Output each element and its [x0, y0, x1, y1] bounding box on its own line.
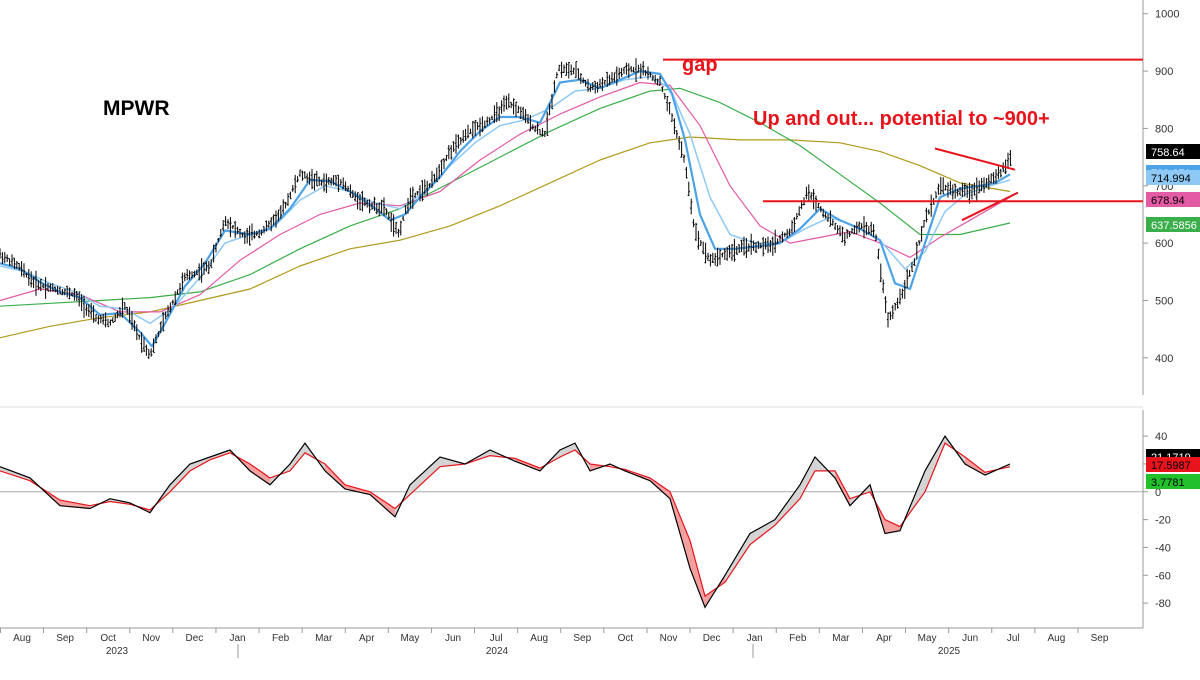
time-axis-month-label: Aug: [530, 633, 548, 644]
time-axis-month-label: Feb: [789, 633, 807, 644]
oscillator-axis-tick-label: 40: [1155, 431, 1167, 443]
time-axis-month-label: Aug: [1048, 633, 1066, 644]
oscillator-axis-tick-label: 0: [1155, 487, 1161, 499]
time-axis-month-label: Nov: [660, 633, 678, 644]
oscillator-fill: [0, 466, 30, 481]
time-axis-month-label: Mar: [315, 633, 333, 644]
price-last-value-box: [1146, 217, 1200, 232]
triangle-lower-trendline: [961, 191, 1019, 222]
time-axis-month-label: Sep: [1091, 633, 1109, 644]
oscillator-last-value-box: [1146, 474, 1200, 489]
oscillator-fill: [190, 457, 210, 471]
price-axis-tick-label: 900: [1155, 66, 1173, 78]
time-axis-month-label: Mar: [832, 633, 850, 644]
oscillator-fill: [775, 484, 800, 526]
time-axis-year-label: 2025: [938, 646, 961, 657]
oscillator-last-value-label: 17.5987: [1151, 460, 1191, 472]
price-last-value-box: [1146, 170, 1200, 185]
oscillator-fill: [750, 519, 775, 545]
time-axis-month-label: Dec: [703, 633, 721, 644]
oscillator-fill: [925, 436, 945, 492]
oscillator-axis-tick-label: -60: [1155, 570, 1171, 582]
oscillator-fill: [835, 470, 850, 506]
oscillator-fill: [290, 443, 305, 471]
oscillator-fill: [250, 463, 270, 485]
time-axis-year-label: 2024: [486, 646, 509, 657]
price-axis-tick-label: 400: [1155, 353, 1173, 365]
time-axis-month-label: Oct: [100, 633, 116, 644]
time-axis-month-label: Dec: [186, 633, 204, 644]
price-last-value-label: 637.5856: [1151, 220, 1197, 232]
time-axis-month-label: May: [918, 633, 937, 644]
time-axis-month-label: Jun: [962, 633, 978, 644]
time-axis-month-label: Aug: [13, 633, 31, 644]
time-axis: Aug Sep Oct Nov Dec Jan Feb Mar Apr May Jun Jul Aug S…: [0, 627, 1143, 658]
time-axis-month-label: Feb: [272, 633, 290, 644]
oscillator-last-value-label: 3.7781: [1151, 477, 1185, 489]
time-axis-month-label: May: [400, 633, 419, 644]
time-axis-month-label: Oct: [618, 633, 634, 644]
annotation-gap-text: gap: [682, 54, 718, 76]
oscillator-fill: [210, 450, 230, 460]
oscillator-fill: [800, 457, 815, 499]
oscillator-axis-tick-label: -40: [1155, 542, 1171, 554]
oscillator-fill: [725, 533, 750, 583]
time-axis-month-label: Apr: [876, 633, 892, 644]
time-axis-month-label: Jan: [747, 633, 763, 644]
time-axis-month-label: Jul: [1007, 633, 1020, 644]
signal-line: [0, 442, 1011, 598]
oscillator-fill: [560, 443, 575, 457]
price-axis-tick-label: 500: [1155, 295, 1173, 307]
time-axis-month-label: Sep: [56, 633, 74, 644]
annotation-main-text: Up and out... potential to ~900+: [753, 108, 1050, 130]
oscillator-line: [0, 434, 1011, 609]
oscillator-last-value-box: [1146, 457, 1200, 472]
oscillator-axis-tick-label: -80: [1155, 598, 1171, 610]
chart-title: MPWR: [103, 97, 170, 120]
oscillator-fill: [885, 519, 900, 534]
price-last-value-label: 678.94: [1151, 195, 1185, 207]
time-axis-month-label: Nov: [142, 633, 160, 644]
oscillator-fill: [170, 463, 190, 492]
oscillator-fill: [325, 463, 345, 489]
time-axis-month-label: Jan: [229, 633, 245, 644]
time-axis-year-label: 2023: [106, 646, 129, 657]
oscillator-series-group: [0, 434, 1011, 609]
time-axis-month-label: Jun: [445, 633, 461, 644]
oscillator-axis-tick-label: -20: [1155, 515, 1171, 527]
oscillator-fill: [515, 458, 540, 471]
price-last-value-label: 758.64: [1151, 147, 1185, 159]
price-bars: [0, 58, 1012, 360]
price-last-value-box: [1146, 192, 1200, 207]
time-axis-month-label: Sep: [573, 633, 591, 644]
price-last-value-label: 714.994: [1151, 173, 1191, 185]
time-axis-month-label: Apr: [359, 633, 375, 644]
price-series-group: [0, 58, 1012, 360]
price-axis-tick-label: 1000: [1155, 9, 1179, 21]
triangle-upper-trendline: [934, 147, 1016, 171]
oscillator-fill: [345, 484, 370, 495]
oscillator-fill: [690, 540, 705, 608]
ema-fast-line: [0, 70, 1011, 348]
time-axis-month-label: Jul: [490, 633, 503, 644]
oscillator-fill: [410, 457, 440, 495]
price-axis-tick-label: 800: [1155, 123, 1173, 135]
ma-50-line: [0, 81, 1011, 313]
annotations-group: [663, 58, 1143, 222]
price-axis-tick-label: 600: [1155, 238, 1173, 250]
ma-100-line: [0, 87, 1011, 307]
price-last-value-box: [1146, 144, 1200, 159]
